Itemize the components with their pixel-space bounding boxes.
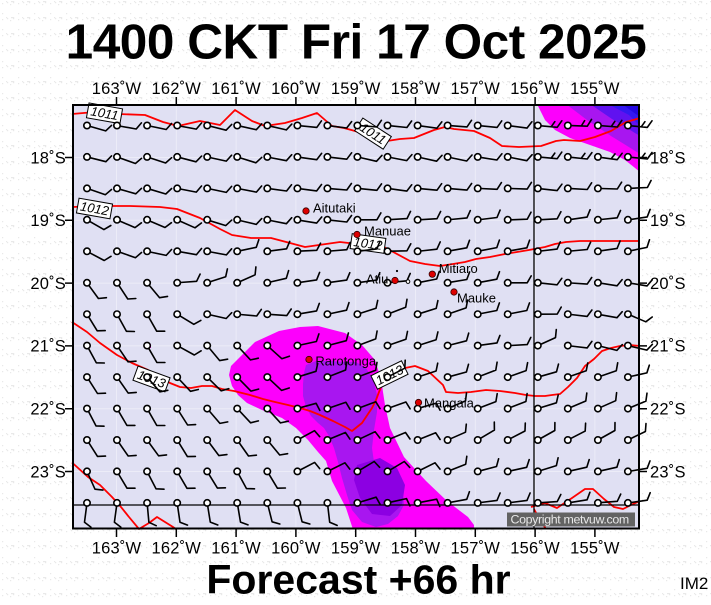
svg-text:155˚W: 155˚W: [570, 540, 620, 558]
svg-text:157˚W: 157˚W: [450, 540, 500, 558]
svg-text:162˚W: 162˚W: [151, 540, 201, 558]
svg-text:Mangaia: Mangaia: [424, 396, 475, 411]
svg-text:22˚S: 22˚S: [650, 401, 686, 419]
svg-text:159˚W: 159˚W: [331, 540, 381, 558]
svg-text:156˚W: 156˚W: [510, 540, 560, 558]
svg-text:IM2: IM2: [680, 574, 708, 593]
svg-text:18˚S: 18˚S: [30, 149, 66, 167]
svg-text:1012: 1012: [79, 199, 111, 219]
svg-text:23˚S: 23˚S: [30, 463, 66, 481]
svg-text:19˚S: 19˚S: [650, 212, 686, 230]
svg-text:155˚W: 155˚W: [570, 80, 620, 98]
svg-text:1011: 1011: [89, 103, 119, 123]
svg-text:20˚S: 20˚S: [650, 275, 686, 293]
svg-text:162˚W: 162˚W: [151, 80, 201, 98]
svg-text:23˚S: 23˚S: [650, 463, 686, 481]
svg-text:157˚W: 157˚W: [450, 80, 500, 98]
svg-text:Copyright metvuw.com: Copyright metvuw.com: [511, 513, 629, 527]
svg-text:161˚W: 161˚W: [211, 540, 261, 558]
svg-text:18˚S: 18˚S: [650, 149, 686, 167]
svg-text:159˚W: 159˚W: [331, 80, 381, 98]
svg-text:22˚S: 22˚S: [30, 401, 66, 419]
svg-text:161˚W: 161˚W: [211, 80, 261, 98]
svg-text:158˚W: 158˚W: [391, 80, 441, 98]
svg-text:Manuae: Manuae: [364, 224, 411, 239]
svg-text:20˚S: 20˚S: [30, 275, 66, 293]
svg-text:158˚W: 158˚W: [391, 540, 441, 558]
svg-text:Mauke: Mauke: [457, 291, 496, 306]
svg-text:21˚S: 21˚S: [650, 338, 686, 356]
svg-text:163˚W: 163˚W: [92, 80, 142, 98]
svg-text:160˚W: 160˚W: [271, 80, 321, 98]
svg-text:163˚W: 163˚W: [92, 540, 142, 558]
svg-text:Atiu: Atiu: [366, 272, 388, 287]
svg-text:160˚W: 160˚W: [271, 540, 321, 558]
svg-text:19˚S: 19˚S: [30, 212, 66, 230]
svg-text:Rarotonga: Rarotonga: [315, 353, 376, 368]
svg-text:156˚W: 156˚W: [510, 80, 560, 98]
svg-text:21˚S: 21˚S: [30, 338, 66, 356]
svg-text:1400 CKT Fri 17 Oct 2025: 1400 CKT Fri 17 Oct 2025: [66, 15, 647, 70]
svg-text:Forecast +66 hr: Forecast +66 hr: [206, 557, 510, 601]
svg-text:Mitiaro: Mitiaro: [439, 261, 478, 276]
svg-text:Aitutaki: Aitutaki: [313, 201, 356, 216]
